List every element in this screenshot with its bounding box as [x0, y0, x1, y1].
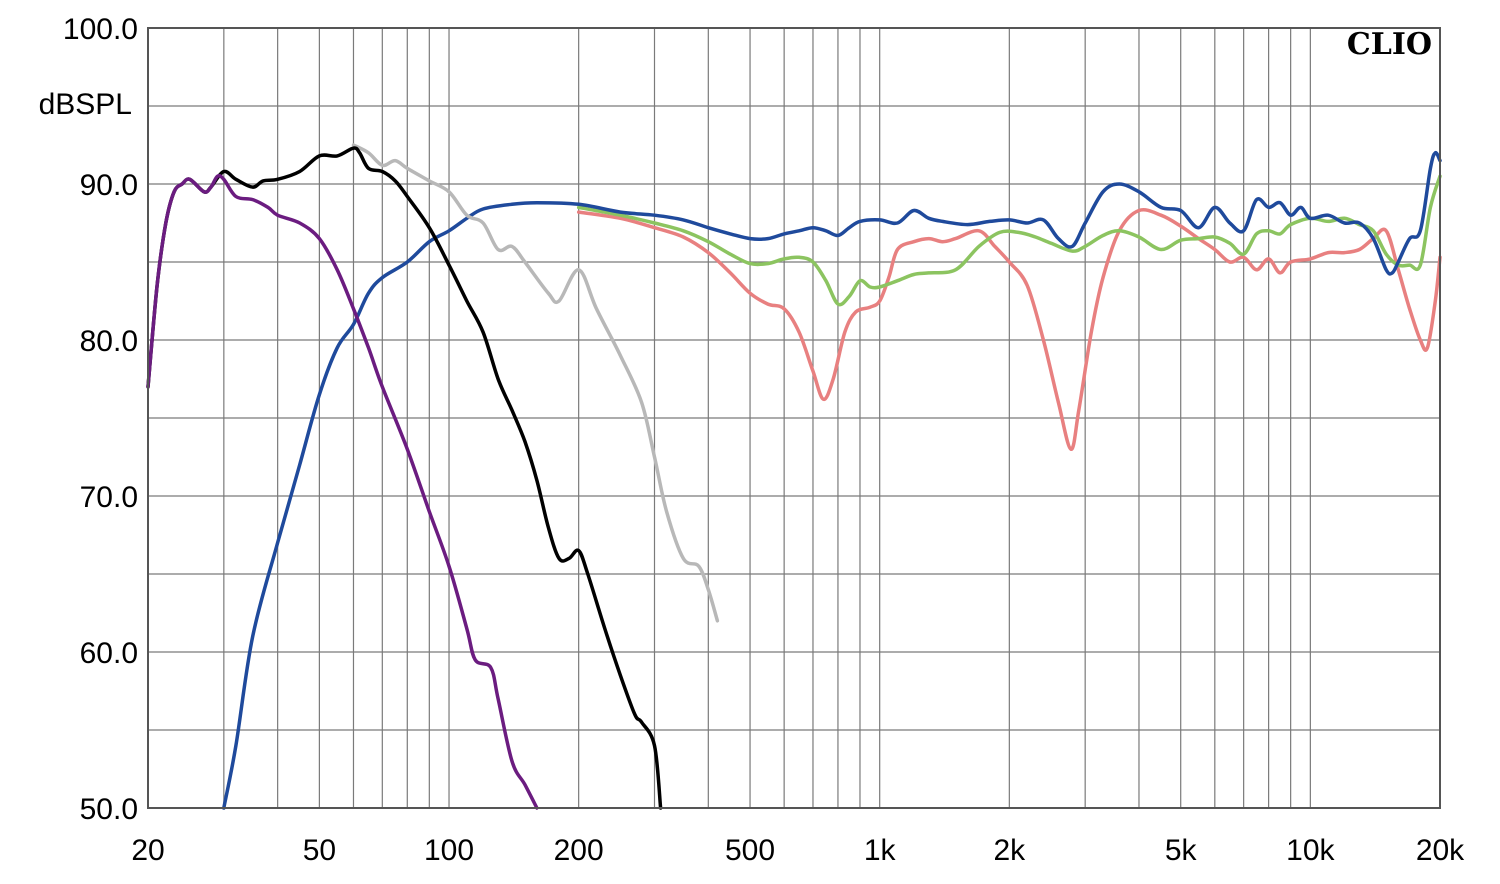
- tick-labels: 20 50 100 200 500 1k 2k 5k 10k 20k 100.0 90.0 80.0 70…: [63, 13, 1465, 867]
- x-tick-label: 100: [424, 834, 474, 867]
- y-tick-label: 60.0: [80, 637, 138, 670]
- y-tick-label: 100.0: [63, 13, 138, 46]
- x-tick-label: 50: [303, 834, 336, 867]
- plot-series: [146, 143, 1442, 810]
- y-tick-label: 80.0: [80, 325, 138, 358]
- y-tick-label: 90.0: [80, 169, 138, 202]
- y-tick-label: 50.0: [80, 793, 138, 826]
- series-line: [351, 143, 720, 623]
- x-tick-label: 20: [131, 834, 164, 867]
- series-line: [576, 208, 1442, 451]
- y-unit-label: dBSPL: [39, 88, 132, 121]
- plot-frame: [147, 27, 1441, 809]
- brand-label: CLIO: [1347, 27, 1432, 62]
- y-tick-label: 70.0: [80, 481, 138, 514]
- x-tick-label: 2k: [993, 834, 1026, 867]
- plot-grid: [148, 28, 1440, 808]
- x-tick-label: 5k: [1165, 834, 1198, 867]
- x-tick-label: 1k: [864, 834, 897, 867]
- x-tick-label: 200: [554, 834, 604, 867]
- x-tick-label: 500: [725, 834, 775, 867]
- x-tick-label: 10k: [1286, 834, 1335, 867]
- x-tick-label: 20k: [1416, 834, 1465, 867]
- series-line: [146, 173, 539, 810]
- series-line: [222, 150, 1442, 810]
